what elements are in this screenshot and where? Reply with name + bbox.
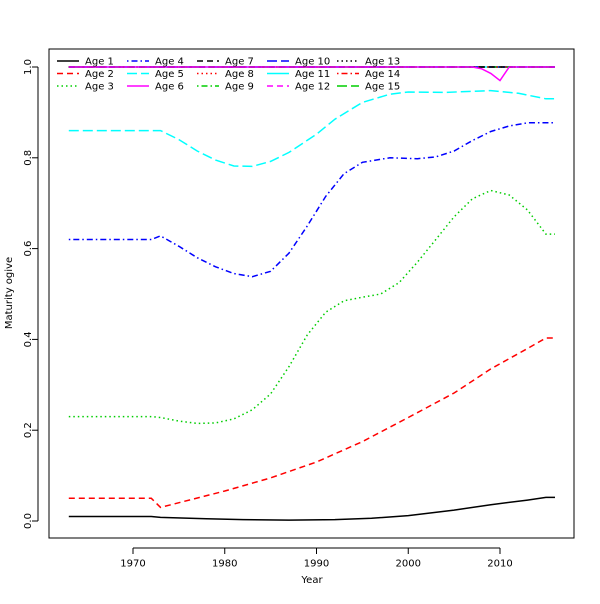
legend-label: Age 8 <box>225 69 254 80</box>
x-tick-label: 2000 <box>396 558 421 569</box>
legend-label: Age 4 <box>155 57 184 68</box>
legend-label: Age 5 <box>155 69 184 80</box>
series-line-age-1 <box>68 496 555 521</box>
series-line-age-4 <box>68 122 555 278</box>
y-axis-label: Maturity ogive <box>4 257 15 329</box>
y-tick-label: 0.6 <box>23 241 34 257</box>
x-tick-label: 1970 <box>120 558 145 569</box>
legend-label: Age 1 <box>85 57 114 68</box>
x-tick-label: 2010 <box>487 558 512 569</box>
legend-label: Age 9 <box>225 82 254 93</box>
axes-layer: 1970 1980 1990 2000 2010 0.0 0.2 0.4 0.6 0.8 1.0 <box>23 59 513 569</box>
legend-label: Age 11 <box>295 69 330 80</box>
legend-label: Age 6 <box>155 82 184 93</box>
legend-label: Age 2 <box>85 69 114 80</box>
series-line-age-3 <box>68 189 555 425</box>
legend-label: Age 13 <box>365 57 400 68</box>
x-tick-label: 1990 <box>304 558 329 569</box>
legend-label: Age 3 <box>85 82 114 93</box>
series-line-age-6 <box>68 66 555 82</box>
legend-label: Age 14 <box>365 69 400 80</box>
y-tick-label: 0.2 <box>23 422 34 438</box>
y-tick-label: 0.4 <box>23 331 34 347</box>
plot-frame <box>48 48 575 539</box>
series-line-age-5 <box>68 89 555 168</box>
y-tick-label: 1.0 <box>23 59 34 75</box>
series-line-age-2 <box>68 337 555 509</box>
legend-label: Age 10 <box>295 57 330 68</box>
legend-label: Age 15 <box>365 82 400 93</box>
y-tick-label: 0.8 <box>23 150 34 166</box>
legend-label: Age 12 <box>295 82 330 93</box>
series-layer <box>68 66 555 521</box>
y-tick-label: 0.0 <box>23 513 34 529</box>
x-tick-label: 1980 <box>212 558 237 569</box>
x-axis-label: Year <box>300 575 323 586</box>
legend-label: Age 7 <box>225 57 254 68</box>
